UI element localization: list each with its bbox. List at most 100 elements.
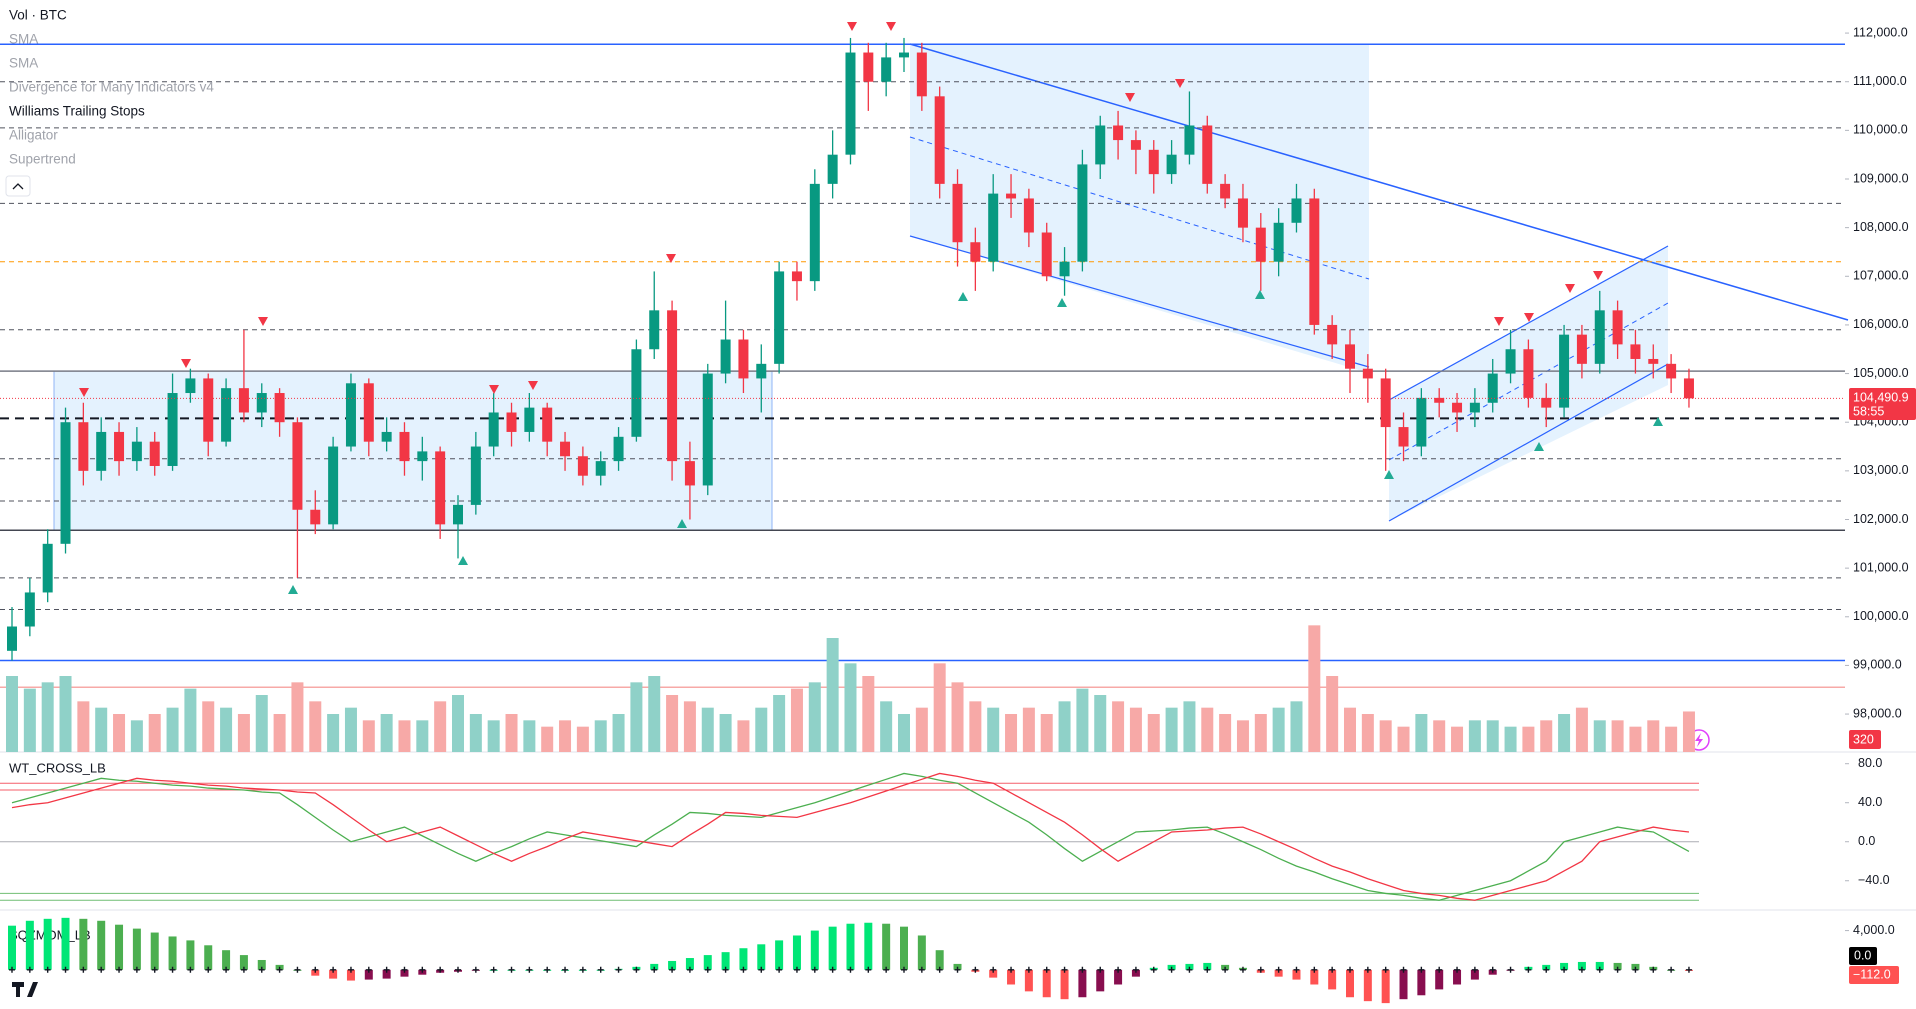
squeeze-dot [829,966,836,973]
squeeze-dot [276,966,283,973]
squeeze-dot [98,966,105,973]
candle-body [1220,183,1231,199]
sell-signal [1494,317,1504,326]
candle-body [1416,397,1427,447]
volume-bar [1290,701,1303,752]
volume-bar [1540,720,1553,752]
squeeze-dot [811,966,818,973]
candle-body [791,271,802,282]
sell-signal [666,254,676,263]
volume-bar [1647,720,1660,752]
volume-bar [166,707,179,752]
squeeze-dot [1400,966,1407,973]
volume-bar [1254,714,1267,752]
squeeze-dot [1311,966,1318,973]
volume-bar [41,682,54,752]
candle-body [1202,125,1213,184]
momentum-bar [1470,969,1479,980]
volume-bar [469,714,482,752]
candle-body [827,154,838,184]
volume-bar [1005,714,1018,752]
alert-icon-bolt [1695,733,1703,747]
y-tick-label: 4,000.0 [1853,923,1895,937]
candle-body [631,349,642,437]
y-tick-label: 80.0 [1858,756,1882,770]
momentum-bar [222,950,231,970]
momentum-bar [685,958,694,970]
candle-body [667,310,678,462]
volume-bar [23,688,36,752]
momentum-bar [239,955,248,970]
sell-signal [886,22,896,31]
squeeze-dot [1008,966,1015,973]
squeeze-dot [704,966,711,973]
candle-body [238,388,249,413]
momentum-bar [43,918,52,970]
momentum-bar [61,917,70,970]
candle-body [1166,154,1177,175]
squeeze-dot [1382,966,1389,973]
pane-title: WT_CROSS_LB [9,760,106,775]
momentum-bar [168,936,177,970]
squeeze-dot [294,966,301,973]
momentum-bar [1346,969,1354,998]
momentum-bar [1042,969,1051,998]
volume-bar [1076,688,1089,752]
volume-bar [969,701,982,752]
momentum-bar [739,948,748,970]
y-tick-label: 112,000.0 [1853,25,1908,39]
candle-body [952,183,963,243]
candle-body [1255,227,1266,262]
squeeze-dot [1489,966,1496,973]
candle-body [167,393,178,466]
candle-body [1612,310,1623,345]
squeeze-dot [205,966,212,973]
volume-bar [755,707,768,752]
y-tick-label: 108,000.0 [1853,220,1909,234]
volume-bar [344,707,357,752]
momentum-bar [132,928,141,970]
volume-bar [1165,707,1178,752]
indicator-legend: Divergence for Many Indicators v4 [9,80,214,95]
y-tick-label: 101,000.0 [1853,560,1909,574]
legend-toggle[interactable] [5,175,31,197]
volume-bar [184,688,197,752]
candle-body [1487,373,1498,403]
candle-body [292,422,303,510]
candle-body [970,242,981,262]
momentum-bar [721,952,730,970]
squeeze-dot [1257,966,1264,973]
signal-label-box [1849,947,1877,965]
volume-bar [719,714,732,752]
buy-signal [288,585,298,594]
squeeze-dot [990,966,997,973]
sell-signal [181,359,191,368]
momentum-bar [400,969,409,977]
candle-body [809,183,820,282]
candle-body [328,446,339,525]
range-box [53,370,773,531]
squeeze-dot [633,966,640,973]
volume-bar [487,720,500,752]
volume-bar [1379,720,1392,752]
price-label: 104,490.9 [1853,390,1909,404]
squeeze-dot [686,966,693,973]
volume-bar [398,720,411,752]
momentum-bar [364,969,373,980]
volume-bar [148,714,161,752]
momentum-bar [1078,969,1087,998]
momentum-bar [828,926,837,970]
volume-bar [898,714,910,752]
squeeze-dot [80,966,87,973]
volume-bar [59,676,72,752]
squeeze-dot [526,966,533,973]
trend-mid-line [909,136,1370,280]
squeeze-dot [1222,966,1229,973]
y-tick-label: 107,000.0 [1853,269,1909,283]
volume-bar [951,682,964,752]
candle-body [453,504,463,525]
momentum-bar [757,944,766,970]
squeeze-dot [169,966,176,973]
candle-body [613,436,624,462]
candle-body [542,407,553,442]
